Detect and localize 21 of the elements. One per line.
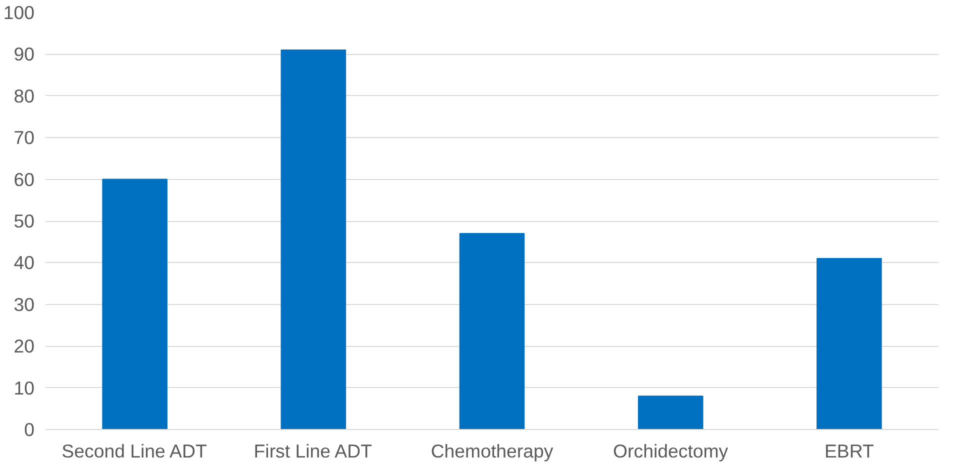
y-tick-label: 100	[3, 2, 35, 23]
y-tick-label: 20	[14, 336, 35, 357]
bar	[280, 50, 346, 430]
y-tick-label: 50	[14, 210, 35, 232]
bar	[816, 258, 882, 430]
x-tick-label: Chemotherapy	[430, 440, 554, 462]
bar	[638, 396, 704, 430]
y-tick-label: 30	[14, 294, 35, 315]
bar	[102, 178, 168, 430]
bar	[459, 233, 525, 430]
x-tick-label: EBRT	[824, 440, 874, 462]
x-tick-label: Second Line ADT	[62, 440, 207, 462]
y-tick-label: 0	[24, 419, 35, 440]
x-tick-label: Orchidectomy	[613, 440, 729, 462]
y-tick-label: 80	[14, 85, 35, 106]
y-tick-label: 70	[14, 127, 35, 148]
y-tick-label: 40	[14, 252, 35, 274]
y-tick-label: 60	[14, 168, 35, 190]
y-tick-label: 10	[14, 377, 35, 398]
y-tick-label: 90	[14, 44, 35, 65]
x-tick-label: First Line ADT	[254, 440, 372, 462]
